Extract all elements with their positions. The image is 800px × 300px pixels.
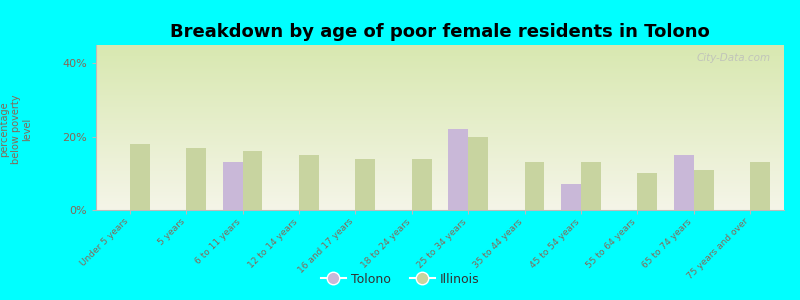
Text: percentage
below poverty
level: percentage below poverty level [0, 94, 33, 164]
Bar [223, 162, 242, 210]
Bar [562, 184, 581, 210]
Bar [750, 162, 770, 210]
Legend: Tolono, Illinois: Tolono, Illinois [316, 268, 484, 291]
Bar [449, 129, 468, 210]
Bar [638, 173, 657, 210]
Bar [525, 162, 544, 210]
Bar [412, 159, 431, 210]
Bar [674, 155, 694, 210]
Text: City-Data.com: City-Data.com [696, 53, 770, 63]
Title: Breakdown by age of poor female residents in Tolono: Breakdown by age of poor female resident… [170, 23, 710, 41]
Bar [299, 155, 318, 210]
Bar [581, 162, 601, 210]
Bar [186, 148, 206, 210]
Bar [468, 137, 488, 210]
Bar [694, 170, 714, 210]
Bar [242, 151, 262, 210]
Bar [355, 159, 375, 210]
Bar [130, 144, 150, 210]
